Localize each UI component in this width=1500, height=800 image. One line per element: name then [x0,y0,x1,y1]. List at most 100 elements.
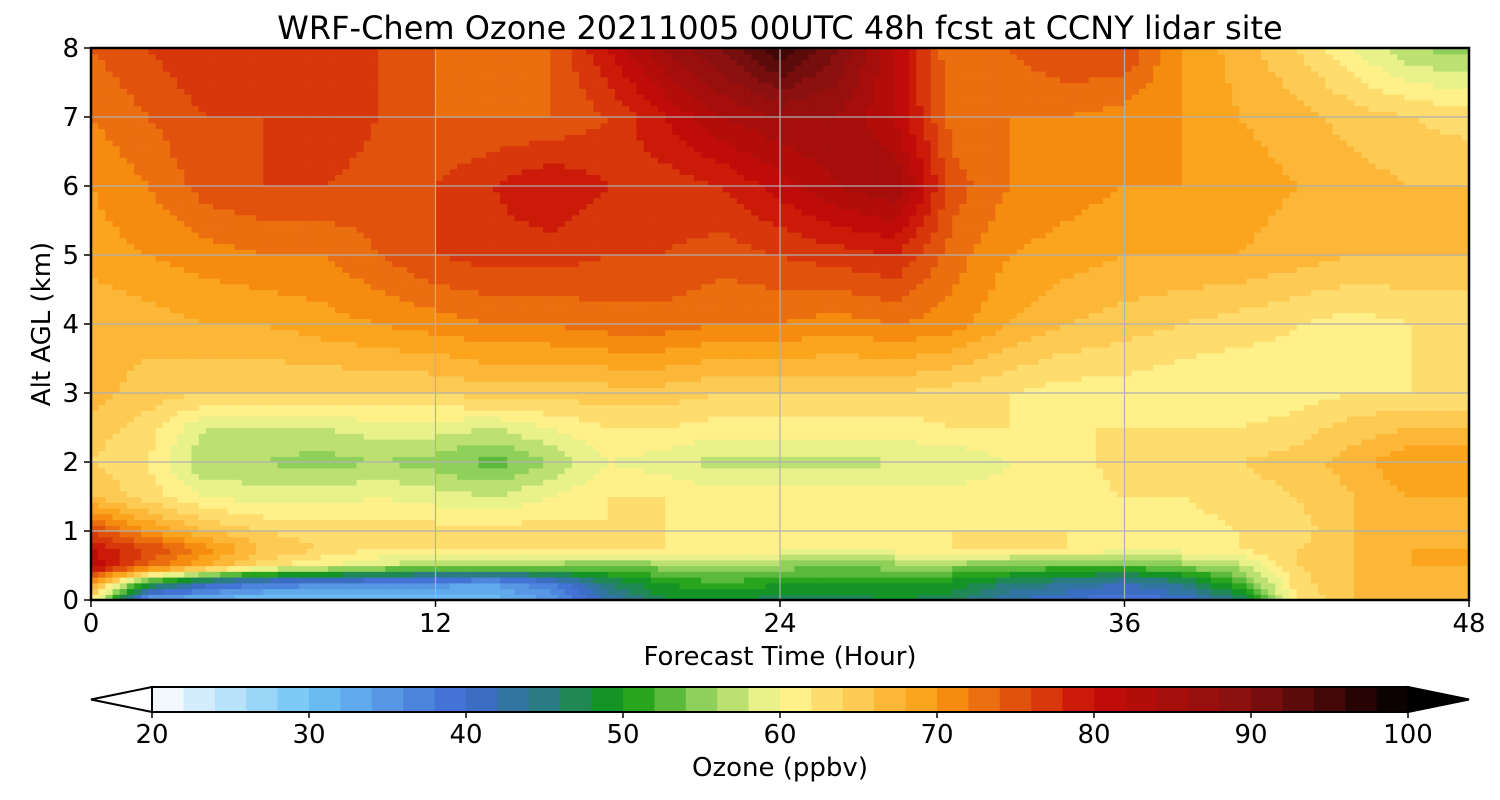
heatmap-cell [1002,450,1011,457]
heatmap-cell [643,508,652,515]
heatmap-cell [729,467,738,475]
heatmap-cell [342,485,350,492]
heatmap-cell [177,490,185,498]
heatmap-cell [952,473,961,480]
heatmap-cell [1296,559,1305,567]
heatmap-cell [198,479,207,486]
heatmap-cell [1217,513,1226,521]
heatmap-cell [600,485,609,492]
heatmap-cell [342,450,350,457]
heatmap-cell [844,496,853,503]
heatmap-cell [1361,559,1370,567]
heatmap-cell [643,542,652,549]
heatmap-cell [952,467,961,475]
heatmap-cell [1296,508,1305,515]
heatmap-cell [751,496,760,503]
heatmap-cell [1217,582,1226,590]
heatmap-cell [112,462,121,469]
heatmap-cell [844,456,853,463]
heatmap-cell [449,502,458,509]
heatmap-cell [1289,467,1298,475]
heatmap-cell [191,502,200,509]
heatmap-cell [1196,508,1205,515]
heatmap-cell [657,559,666,567]
heatmap-cell [1210,496,1219,503]
heatmap-cell [715,588,724,595]
heatmap-cell [177,588,185,595]
heatmap-cell [449,548,458,555]
heatmap-cell [930,565,939,572]
heatmap-cell [758,456,767,463]
heatmap-cell [1009,571,1018,578]
heatmap-cell [794,519,803,526]
heatmap-cell [751,559,760,567]
heatmap-cell [191,594,200,601]
heatmap-cell [507,450,516,457]
heatmap-cell [1246,582,1255,590]
heatmap-cell [184,513,193,521]
heatmap-cell [363,462,372,469]
heatmap-cell [1404,490,1413,498]
heatmap-cell [91,565,99,572]
heatmap-cell [571,571,580,578]
heatmap-cell [1275,450,1283,457]
heatmap-cell [564,502,573,509]
heatmap-cell [1031,559,1039,567]
heatmap-cell [1146,462,1154,469]
heatmap-cell [1368,536,1377,544]
heatmap-cell [916,559,925,567]
heatmap-cell [736,577,745,584]
heatmap-cell [1117,456,1126,463]
heatmap-cell [1117,531,1126,538]
heatmap-cell [973,594,982,601]
heatmap-cell [1167,525,1176,532]
heatmap-cell [363,542,372,549]
heatmap-cell [715,542,724,549]
heatmap-cell [342,496,350,503]
heatmap-cell [1102,467,1111,475]
heatmap-cell [952,513,961,521]
heatmap-cell [923,450,932,457]
heatmap-cell [636,577,645,584]
heatmap-cell [1203,582,1212,590]
heatmap-cell [837,588,846,595]
heatmap-cell [162,519,171,526]
heatmap-cell [1239,502,1248,509]
heatmap-cell [1181,450,1190,457]
heatmap-cell [736,496,745,503]
heatmap-cell [306,462,315,469]
heatmap-cell [105,444,114,452]
heatmap-cell [600,571,609,578]
heatmap-cell [1217,559,1226,567]
heatmap-cell [571,536,580,544]
heatmap-cell [1102,456,1111,463]
heatmap-cell [1210,462,1219,469]
heatmap-cell [155,513,164,521]
heatmap-cell [184,594,193,601]
heatmap-cell [1138,467,1147,475]
heatmap-cell [1375,577,1384,584]
heatmap-cell [263,490,272,498]
heatmap-cell [263,548,272,555]
heatmap-cell [277,571,286,578]
heatmap-cell [801,496,810,503]
heatmap-cell [234,554,243,561]
heatmap-cell [1067,565,1075,572]
heatmap-cell [1102,508,1111,515]
heatmap-cell [1318,485,1327,492]
heatmap-cell [1024,496,1032,503]
heatmap-cell [686,531,695,538]
heatmap-cell [1440,485,1449,492]
heatmap-cell [851,508,860,515]
heatmap-cell [794,525,803,532]
heatmap-cell [105,577,114,584]
heatmap-cell [622,571,630,578]
heatmap-cell [1232,577,1240,584]
heatmap-cell [579,588,587,595]
heatmap-cell [1239,508,1248,515]
heatmap-cell [765,456,774,463]
heatmap-cell [665,513,673,521]
heatmap-cell [995,542,1004,549]
heatmap-cell [1447,588,1456,595]
heatmap-cell [1268,577,1276,584]
